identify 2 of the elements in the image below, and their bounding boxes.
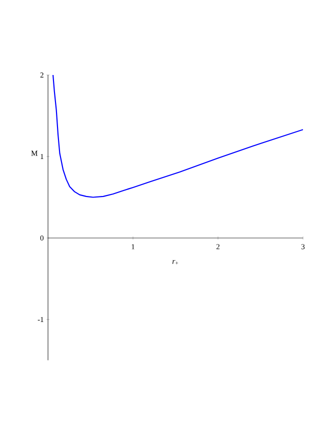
line-series — [52, 74, 304, 198]
x-axis-title: r$_{+}$ — [172, 260, 178, 264]
